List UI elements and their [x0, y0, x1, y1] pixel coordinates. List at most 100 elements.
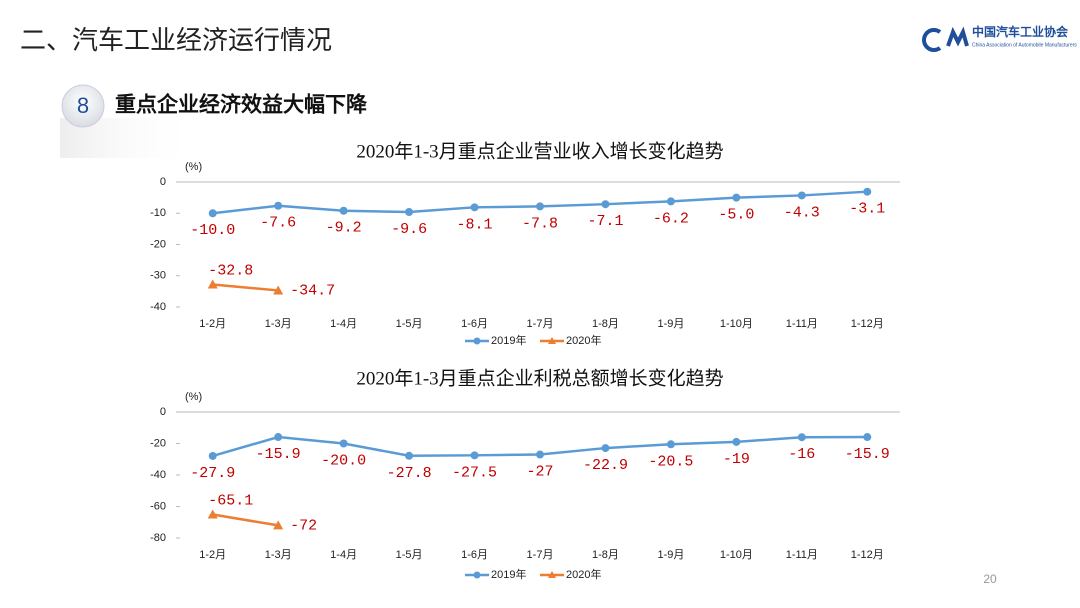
data-label: -8.1	[457, 216, 493, 233]
point	[863, 187, 872, 196]
x-tick-label: 1-11月	[786, 549, 818, 561]
point	[470, 451, 479, 460]
slide-title: 二、汽车工业经济运行情况	[20, 25, 332, 55]
x-tick-label: 1-5月	[396, 318, 423, 330]
series-line	[212, 283, 279, 292]
x-tick-label: 1-10月	[720, 318, 753, 330]
data-label: -27	[526, 463, 553, 480]
point	[405, 208, 414, 216]
x-tick-label: 1-2月	[199, 549, 226, 561]
data-label: -20.0	[321, 452, 366, 469]
legend-marker	[473, 571, 481, 579]
data-label: -27.5	[452, 464, 497, 481]
legend-label: 2019年	[491, 567, 526, 581]
x-tick-label: 1-3月	[265, 549, 292, 561]
x-tick-label: 1-6月	[461, 318, 488, 330]
logo-name: 中国汽车工业协会	[972, 24, 1069, 39]
y-tick-label: 0	[160, 406, 166, 418]
data-label: -6.2	[653, 210, 689, 227]
data-label: -27.9	[190, 465, 235, 482]
x-tick-label: 1-6月	[461, 549, 488, 561]
data-label: -72	[290, 517, 317, 534]
point	[797, 191, 806, 200]
y-axis-label: (%)	[185, 161, 202, 173]
y-tick-label: -20	[150, 238, 166, 250]
x-tick-label: 1-5月	[396, 549, 423, 561]
x-tick-label: 1-3月	[265, 318, 292, 330]
x-tick-label: 1-7月	[527, 318, 554, 330]
x-tick-label: 1-12月	[851, 318, 884, 330]
point	[536, 202, 544, 211]
point	[666, 440, 675, 449]
x-tick-label: 1-12月	[851, 549, 884, 561]
y-tick-label: -30	[150, 270, 166, 282]
data-label: -10.0	[190, 222, 235, 239]
point	[207, 279, 218, 289]
point	[207, 509, 218, 519]
point	[274, 433, 283, 442]
x-tick-label: 1-4月	[330, 318, 357, 330]
y-tick-label: -80	[150, 532, 166, 544]
point	[274, 201, 283, 210]
data-label: -3.1	[849, 201, 885, 218]
point	[536, 450, 544, 459]
data-label: -65.1	[208, 493, 253, 510]
data-label: -34.7	[290, 282, 335, 299]
y-tick-label: 0	[160, 176, 166, 188]
point	[863, 433, 872, 442]
point	[405, 451, 414, 460]
y-tick-label: -20	[150, 437, 166, 449]
x-tick-label: 1-11月	[786, 318, 818, 330]
data-label: -15.9	[256, 446, 301, 463]
x-tick-label: 1-9月	[657, 549, 684, 561]
point	[797, 433, 806, 442]
x-tick-label: 1-10月	[720, 549, 753, 561]
x-tick-label: 1-8月	[592, 318, 619, 330]
point	[273, 520, 284, 530]
point	[208, 451, 217, 460]
point	[732, 437, 741, 446]
section-title: 重点企业经济效益大幅下降	[115, 93, 368, 117]
page-number: 20	[983, 572, 997, 586]
data-label: -9.6	[391, 221, 427, 238]
data-label: -20.5	[648, 453, 693, 470]
x-tick-label: 1-8月	[592, 549, 619, 561]
data-label: -7.8	[522, 215, 558, 232]
series-line	[212, 513, 279, 527]
logo: 中国汽车工业协会 China Association of Automobile…	[922, 24, 1077, 52]
chart-title: 2020年1-3月重点企业利税总额增长变化趋势	[356, 367, 723, 389]
data-label: -9.2	[326, 220, 362, 237]
data-label: -32.8	[208, 262, 253, 279]
y-tick-label: -40	[150, 469, 166, 481]
data-label: -15.9	[845, 446, 890, 463]
x-tick-label: 1-9月	[657, 318, 684, 330]
point	[601, 200, 610, 209]
legend-marker	[473, 337, 481, 345]
x-tick-label: 1-4月	[330, 549, 357, 561]
legend-marker	[548, 571, 556, 578]
point	[339, 439, 348, 448]
logo-en: China Association of Automobile Manufact…	[972, 42, 1077, 48]
y-tick-label: -60	[150, 500, 166, 512]
point	[208, 209, 217, 218]
data-label: -22.9	[583, 457, 628, 474]
y-tick-label: -10	[150, 207, 166, 219]
section-badge	[61, 84, 105, 128]
legend-label: 2019年	[491, 333, 526, 347]
y-tick-label: -40	[150, 301, 166, 313]
legend-label: 2020年	[566, 567, 601, 581]
chart-title: 2020年1-3月重点企业营业收入增长变化趋势	[356, 140, 723, 162]
data-label: -16	[788, 446, 815, 463]
data-label: -4.3	[784, 204, 820, 221]
point	[470, 203, 479, 212]
data-label: -5.0	[718, 207, 754, 224]
data-label: -27.8	[387, 465, 432, 482]
data-label: -7.1	[587, 213, 623, 230]
x-tick-label: 1-7月	[527, 549, 554, 561]
legend-marker	[548, 337, 556, 344]
section-number: 8	[77, 93, 89, 118]
point	[732, 193, 741, 202]
point	[339, 206, 348, 215]
point	[273, 285, 284, 295]
